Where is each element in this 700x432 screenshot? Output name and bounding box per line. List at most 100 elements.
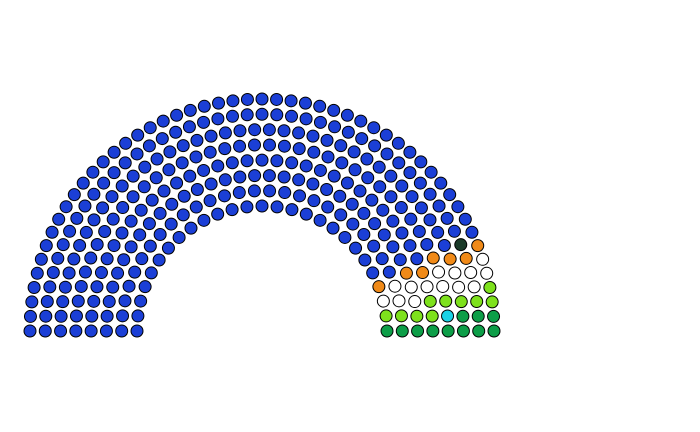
seat-dot	[143, 239, 157, 253]
seat-dot	[313, 213, 327, 227]
seat-dot	[197, 163, 211, 177]
seat-dot	[78, 265, 92, 279]
seat-dot	[384, 169, 398, 183]
seat-dot	[97, 176, 111, 190]
seat-dot	[203, 194, 217, 208]
seat-dot	[404, 212, 418, 226]
seat-dot	[328, 120, 342, 134]
seat-dot	[130, 147, 144, 161]
seat-dot	[172, 230, 186, 244]
seat-dot	[153, 206, 167, 220]
seat-dot	[189, 200, 203, 214]
seat-dot	[395, 226, 409, 240]
seat-dot	[59, 200, 73, 214]
seat-dot	[380, 147, 394, 161]
seat-dot	[394, 309, 408, 323]
seat-dot	[392, 156, 406, 170]
seat-dot	[375, 252, 389, 266]
seat-dot	[338, 230, 352, 244]
seat-dot	[284, 94, 298, 108]
seat-dot	[285, 203, 299, 217]
seat-dot	[162, 163, 176, 177]
seat-dot	[299, 112, 313, 126]
seat-dot	[96, 155, 110, 169]
seat-dot	[39, 239, 53, 253]
seat-dot	[320, 182, 334, 196]
seat-dot	[412, 225, 426, 239]
seat-dot	[189, 150, 203, 164]
seat-dot	[118, 294, 132, 308]
seat-dot	[472, 324, 486, 338]
seat-dot	[106, 280, 120, 294]
seat-dot	[131, 128, 145, 142]
seat-dot	[270, 154, 284, 168]
seat-dot	[458, 212, 472, 226]
seat-dot	[465, 225, 479, 239]
seat-group	[23, 92, 501, 338]
seat-dot	[263, 138, 276, 152]
seat-dot	[255, 92, 269, 106]
seat-dot	[218, 173, 232, 187]
seat-dot	[255, 153, 269, 167]
seat-dot	[73, 239, 87, 252]
seat-dot	[365, 193, 379, 207]
seat-dot	[184, 221, 198, 235]
seat-dot	[447, 224, 461, 238]
seat-dot	[211, 112, 225, 126]
seat-dot	[299, 207, 313, 221]
seat-dot	[277, 170, 291, 184]
seat-dot	[134, 203, 148, 217]
seat-dot	[218, 126, 232, 140]
seat-dot	[248, 169, 262, 183]
seat-dot	[165, 197, 179, 211]
seat-dot	[87, 294, 101, 308]
seat-dot	[376, 203, 390, 217]
seat-dot	[373, 180, 387, 194]
seat-dot	[130, 324, 144, 338]
seat-dot	[23, 324, 37, 338]
seat-dot	[426, 251, 440, 265]
seat-dot	[285, 156, 299, 170]
seat-dot	[67, 252, 81, 266]
seat-dot	[170, 108, 184, 122]
seat-dot	[348, 163, 362, 177]
seat-dot	[448, 266, 462, 280]
seat-dot	[487, 309, 501, 323]
seat-dot	[150, 152, 164, 166]
seat-dot	[299, 159, 313, 173]
seat-dot	[357, 206, 371, 220]
seat-dot	[203, 145, 217, 159]
seat-dot	[451, 200, 465, 214]
seat-dot	[54, 324, 68, 338]
seat-dot	[45, 225, 59, 239]
seat-dot	[262, 169, 276, 183]
seat-dot	[62, 266, 76, 280]
seat-dot	[225, 203, 239, 217]
seat-dot	[233, 139, 247, 153]
seat-dot	[124, 214, 138, 228]
seat-dot	[377, 228, 391, 242]
seat-dot	[432, 265, 446, 279]
seat-dot	[30, 266, 44, 280]
seat-dot	[63, 224, 77, 238]
seat-dot	[270, 92, 284, 106]
seat-dot	[420, 280, 434, 294]
seat-dot	[51, 251, 65, 265]
seat-dot	[102, 295, 116, 309]
seat-dot	[226, 94, 240, 108]
seat-dot	[307, 145, 321, 159]
seat-dot	[306, 177, 320, 191]
seat-dot	[292, 142, 306, 156]
seat-dot	[334, 208, 348, 222]
seat-dot	[382, 265, 396, 279]
seat-dot	[367, 121, 381, 135]
seat-dot	[372, 160, 386, 174]
seat-dot	[23, 309, 37, 323]
seat-dot	[217, 189, 231, 203]
seat-dot	[87, 187, 101, 201]
seat-dot	[52, 212, 66, 226]
seat-dot	[67, 188, 81, 202]
seat-dot	[225, 156, 239, 170]
seat-dot	[483, 281, 497, 295]
seat-dot	[118, 156, 132, 170]
